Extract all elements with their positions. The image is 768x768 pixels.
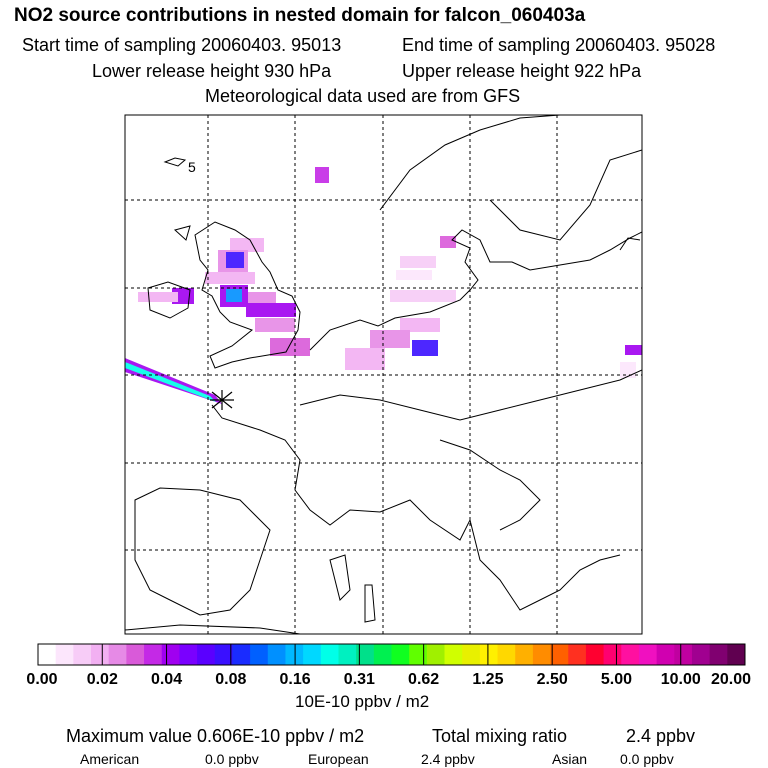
plume-patch (400, 256, 436, 268)
plume-patch (270, 338, 310, 356)
colorbar-swatch (144, 644, 163, 665)
colorbar-swatch (674, 644, 693, 665)
plume-patch (396, 270, 432, 280)
colorbar-swatch (709, 644, 728, 665)
upper-height-label: Upper release height 922 hPa (402, 61, 642, 81)
colorbar-tick-label: 5.00 (600, 671, 633, 688)
grid-lines (125, 115, 642, 634)
colorbar-swatch (550, 644, 569, 665)
region-american-value: 0.0 ppbv (205, 751, 259, 767)
colorbar-swatch (214, 644, 233, 665)
colorbar-swatch (532, 644, 552, 665)
met-data-label: Meteorological data used are from GFS (205, 86, 521, 106)
plume-patch (412, 340, 438, 356)
plume-patch (255, 318, 295, 332)
colorbar-tick-label: 0.08 (215, 671, 247, 688)
map-frame (124, 114, 643, 635)
plume-patch (230, 238, 264, 252)
colorbar-swatch (232, 644, 251, 665)
coastlines (125, 115, 642, 634)
colorbar-swatch (267, 644, 286, 665)
total-mixing-value: 2.4 ppbv (626, 726, 696, 746)
colorbar-tick-label: 1.25 (472, 671, 504, 688)
colorbar-swatch (250, 644, 269, 665)
colorbar-swatch (197, 644, 216, 665)
colorbar-swatch (320, 644, 339, 665)
plume-patch (248, 292, 276, 304)
concentration-field (125, 167, 642, 404)
colorbar-swatch (91, 644, 110, 665)
colorbar-swatch (462, 644, 481, 665)
plume-patch (205, 272, 255, 284)
colorbar-swatch (161, 644, 180, 665)
colorbar-frame (37, 643, 746, 666)
colorbar-swatch (497, 644, 516, 665)
colorbar-swatch (55, 644, 74, 665)
colorbar-swatch (303, 644, 322, 665)
region-asian-value: 0.0 ppbv (620, 751, 674, 767)
colorbar-swatch (656, 644, 675, 665)
start-time-label: Start time of sampling 20060403. 95013 (22, 35, 342, 55)
grid-marker-label: 5 (188, 159, 196, 175)
colorbar-swatch (585, 644, 605, 665)
colorbar-swatch (444, 644, 463, 665)
colorbar-swatch (108, 644, 127, 665)
region-asian-name: Asian (552, 751, 588, 767)
colorbar-tick-label: 2.50 (536, 671, 568, 688)
colorbar-swatch (515, 644, 534, 665)
colorbar-tick-label: 0.00 (26, 671, 58, 688)
colorbar-swatch (126, 644, 145, 665)
colorbar-tick-label: 0.62 (408, 671, 440, 688)
colorbar-tick-label: 0.04 (150, 671, 183, 688)
plume-patch (390, 290, 456, 302)
colorbar-swatch (568, 644, 587, 665)
max-value-label: Maximum value 0.606E-10 ppbv / m2 (66, 726, 365, 746)
colorbar-tick-label: 0.02 (86, 671, 118, 688)
colorbar-tick-label: 10.00 (660, 671, 701, 688)
colorbar-swatch (621, 644, 640, 665)
region-european-name: European (308, 751, 369, 767)
colorbar-swatch (603, 644, 622, 665)
colorbar-swatch (727, 644, 746, 665)
colorbar-swatch (179, 644, 198, 665)
plume-patch (315, 167, 329, 183)
colorbar-unit-label: 10E-10 ppbv / m2 (295, 692, 430, 711)
colorbar-swatch (426, 644, 446, 665)
plume-patch (400, 318, 440, 332)
plume-patch (138, 292, 178, 302)
plume-patch (226, 252, 244, 268)
colorbar-swatch (38, 644, 57, 665)
colorbar-swatch (391, 644, 410, 665)
colorbar-swatch (638, 644, 658, 665)
plume-patch (246, 303, 296, 317)
colorbar-swatch (285, 644, 304, 665)
total-mixing-label: Total mixing ratio (432, 726, 568, 746)
plume-patch (440, 236, 456, 248)
colorbar-swatch (73, 644, 92, 665)
plume-patch (345, 348, 385, 370)
plume-patch (370, 330, 410, 348)
region-american-name: American (80, 751, 140, 767)
colorbar-tick-label: 0.16 (279, 671, 311, 688)
colorbar-swatch (691, 644, 711, 665)
source-marker-icon (210, 390, 234, 410)
lower-height-label: Lower release height 930 hPa (92, 61, 332, 81)
colorbar-swatch (373, 644, 392, 665)
plume-patch (226, 289, 242, 302)
colorbar-swatch (338, 644, 357, 665)
end-time-label: End time of sampling 20060403. 95028 (402, 35, 716, 55)
colorbar-swatch (356, 644, 375, 665)
colorbar-tick-label: 0.31 (343, 671, 375, 688)
chart-title: NO2 source contributions in nested domai… (14, 5, 586, 26)
plume-patch (625, 345, 642, 355)
colorbar-swatch (409, 644, 428, 665)
colorbar-swatch (479, 644, 499, 665)
region-european-value: 2.4 ppbv (421, 751, 475, 767)
trajectory-plume-core (125, 362, 216, 402)
colorbar-tick-label: 20.00 (710, 671, 752, 688)
